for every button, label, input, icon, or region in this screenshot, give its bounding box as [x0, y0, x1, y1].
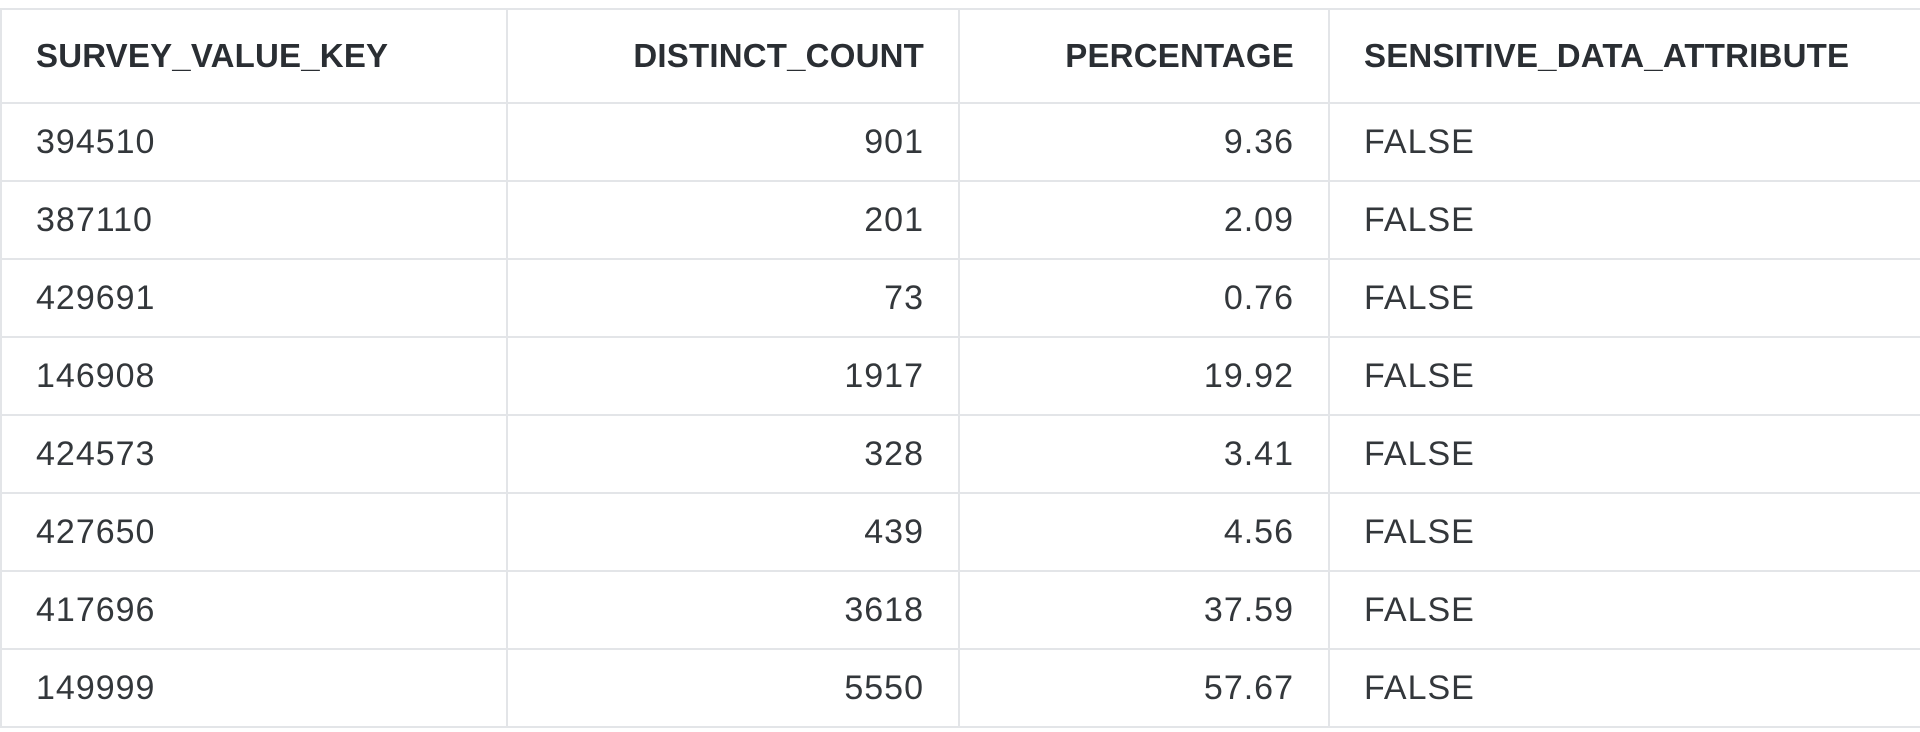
table-row: 427650 439 4.56 FALSE	[0, 493, 1920, 572]
table-row: 146908 1917 19.92 FALSE	[0, 337, 1920, 416]
cell-distinct-count[interactable]: 3618	[507, 571, 960, 650]
results-grid: SURVEY_VALUE_KEY DISTINCT_COUNT PERCENTA…	[0, 8, 1920, 732]
table-row: 417696 3618 37.59 FALSE	[0, 571, 1920, 650]
table-row: 429691 73 0.76 FALSE	[0, 259, 1920, 338]
cell-sensitive-data-attribute[interactable]: FALSE	[1329, 571, 1920, 650]
column-header-percentage[interactable]: PERCENTAGE	[959, 8, 1330, 104]
cell-percentage[interactable]: 0.76	[959, 259, 1330, 338]
cell-sensitive-data-attribute[interactable]: FALSE	[1329, 493, 1920, 572]
cell-sensitive-data-attribute[interactable]: FALSE	[1329, 103, 1920, 182]
cell-survey-value-key[interactable]: 417696	[0, 571, 508, 650]
results-table: SURVEY_VALUE_KEY DISTINCT_COUNT PERCENTA…	[0, 8, 1920, 728]
cell-percentage[interactable]: 9.36	[959, 103, 1330, 182]
cell-percentage[interactable]: 2.09	[959, 181, 1330, 260]
table-row: 387110 201 2.09 FALSE	[0, 181, 1920, 260]
cell-survey-value-key[interactable]: 149999	[0, 649, 508, 728]
cell-sensitive-data-attribute[interactable]: FALSE	[1329, 259, 1920, 338]
header-row: SURVEY_VALUE_KEY DISTINCT_COUNT PERCENTA…	[0, 8, 1920, 104]
column-header-sensitive-data-attribute[interactable]: SENSITIVE_DATA_ATTRIBUTE	[1329, 8, 1920, 104]
column-header-distinct-count[interactable]: DISTINCT_COUNT	[507, 8, 960, 104]
cell-survey-value-key[interactable]: 394510	[0, 103, 508, 182]
cell-percentage[interactable]: 4.56	[959, 493, 1330, 572]
cell-distinct-count[interactable]: 901	[507, 103, 960, 182]
table-body: 394510 901 9.36 FALSE 387110 201 2.09 FA…	[0, 103, 1920, 728]
cell-survey-value-key[interactable]: 424573	[0, 415, 508, 494]
cell-distinct-count[interactable]: 5550	[507, 649, 960, 728]
table-row: 149999 5550 57.67 FALSE	[0, 649, 1920, 728]
cell-distinct-count[interactable]: 439	[507, 493, 960, 572]
table-header: SURVEY_VALUE_KEY DISTINCT_COUNT PERCENTA…	[0, 8, 1920, 104]
cell-percentage[interactable]: 19.92	[959, 337, 1330, 416]
cell-sensitive-data-attribute[interactable]: FALSE	[1329, 649, 1920, 728]
cell-percentage[interactable]: 3.41	[959, 415, 1330, 494]
cell-distinct-count[interactable]: 328	[507, 415, 960, 494]
cell-sensitive-data-attribute[interactable]: FALSE	[1329, 337, 1920, 416]
cell-distinct-count[interactable]: 201	[507, 181, 960, 260]
cell-distinct-count[interactable]: 73	[507, 259, 960, 338]
column-header-survey-value-key[interactable]: SURVEY_VALUE_KEY	[0, 8, 508, 104]
cell-survey-value-key[interactable]: 429691	[0, 259, 508, 338]
cell-sensitive-data-attribute[interactable]: FALSE	[1329, 415, 1920, 494]
cell-sensitive-data-attribute[interactable]: FALSE	[1329, 181, 1920, 260]
cell-percentage[interactable]: 57.67	[959, 649, 1330, 728]
cell-distinct-count[interactable]: 1917	[507, 337, 960, 416]
table-row: 394510 901 9.36 FALSE	[0, 103, 1920, 182]
cell-survey-value-key[interactable]: 146908	[0, 337, 508, 416]
table-row: 424573 328 3.41 FALSE	[0, 415, 1920, 494]
cell-survey-value-key[interactable]: 427650	[0, 493, 508, 572]
cell-percentage[interactable]: 37.59	[959, 571, 1330, 650]
cell-survey-value-key[interactable]: 387110	[0, 181, 508, 260]
